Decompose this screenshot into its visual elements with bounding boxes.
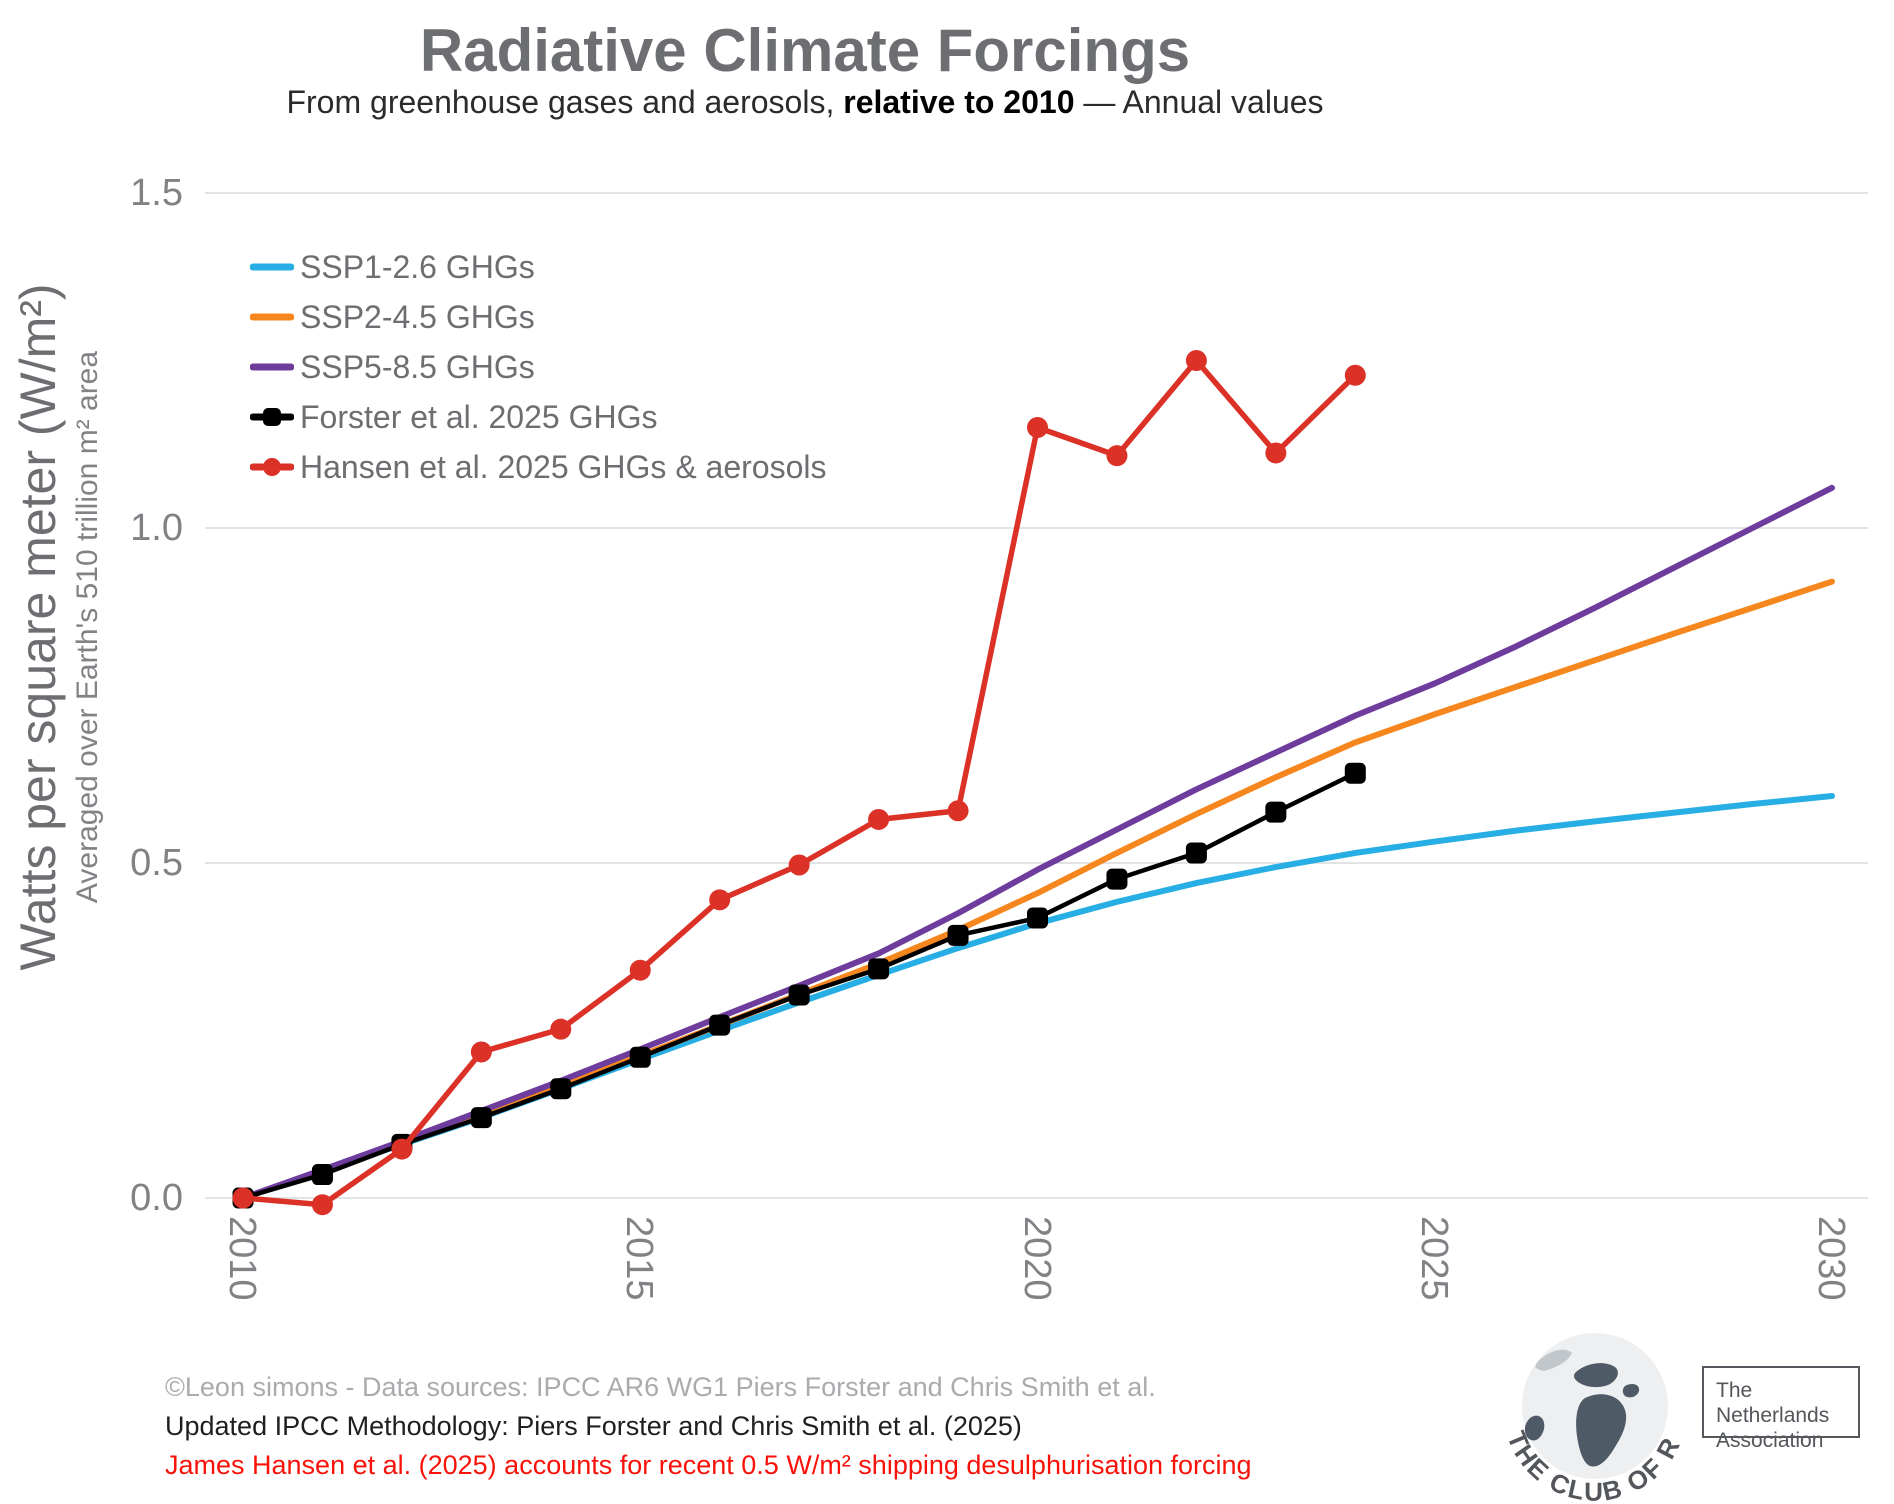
data-point-forster-et-al-2025-ghgs <box>550 1078 572 1100</box>
series-line-ssp1-2-6-ghgs <box>240 793 1835 1201</box>
data-point-forster-et-al-2025-ghgs <box>868 958 890 980</box>
data-point-forster-et-al-2025-ghgs <box>947 924 969 946</box>
page-title: Radiative Climate Forcings <box>419 17 1191 84</box>
y-axis-label: Watts per square meter (W/m²) <box>10 283 66 971</box>
page-subtitle: From greenhouse gases and aerosols, rela… <box>0 84 1610 121</box>
data-point-hansen-et-al-2025-ghgs-aerosols <box>470 1041 492 1063</box>
legend-swatch-ssp2-4-5-ghgs <box>250 313 294 321</box>
legend-item-ssp5-8-5-ghgs: SSP5-8.5 GHGs <box>250 342 827 392</box>
legend-label-ssp5-8-5-ghgs: SSP5-8.5 GHGs <box>300 348 535 385</box>
data-point-hansen-et-al-2025-ghgs-aerosols <box>868 808 890 830</box>
data-point-hansen-et-al-2025-ghgs-aerosols <box>391 1138 413 1160</box>
legend-item-ssp2-4-5-ghgs: SSP2-4.5 GHGs <box>250 292 827 342</box>
data-point-hansen-et-al-2025-ghgs-aerosols <box>629 959 651 981</box>
legend-label-ssp2-4-5-ghgs: SSP2-4.5 GHGs <box>300 298 535 335</box>
legend-swatch-ssp5-8-5-ghgs <box>250 363 294 371</box>
series-line-ssp2-4-5-ghgs <box>240 578 1835 1201</box>
data-point-hansen-et-al-2025-ghgs-aerosols <box>1185 350 1207 371</box>
x-tick-label: 2015 <box>618 1216 661 1301</box>
legend-label-hansen-et-al-2025-ghgs-aerosols: Hansen et al. 2025 GHGs & aerosols <box>300 448 827 485</box>
data-point-hansen-et-al-2025-ghgs-aerosols <box>1027 417 1048 438</box>
data-point-forster-et-al-2025-ghgs <box>709 1014 731 1036</box>
x-tick-label: 2010 <box>221 1216 263 1301</box>
series-line-ssp5-8-5-ghgs <box>240 484 1835 1201</box>
y-tick-label: 0.5 <box>130 842 183 884</box>
legend-item-forster-et-al-2025-ghgs: Forster et al. 2025 GHGs <box>250 392 827 442</box>
y-tick-label: 1.0 <box>130 507 183 549</box>
y-tick-label: 1.5 <box>130 172 183 214</box>
series-markers-hansen-et-al-2025-ghgs-aerosols <box>232 350 1366 1216</box>
netherlands-association-line2: Association <box>1716 1429 1824 1452</box>
subtitle-suffix: — Annual values <box>1074 84 1324 120</box>
x-tick-label: 2025 <box>1412 1216 1455 1301</box>
data-point-hansen-et-al-2025-ghgs-aerosols <box>947 800 969 822</box>
data-point-forster-et-al-2025-ghgs <box>1027 907 1048 929</box>
legend-swatch-forster-et-al-2025-ghgs <box>250 408 294 426</box>
data-point-hansen-et-al-2025-ghgs-aerosols <box>550 1018 572 1040</box>
data-point-hansen-et-al-2025-ghgs-aerosols <box>1265 442 1287 464</box>
data-point-hansen-et-al-2025-ghgs-aerosols <box>709 889 731 911</box>
club-of-rome-logo: THE CLUB OF ROME <box>1492 1326 1685 1504</box>
data-point-hansen-et-al-2025-ghgs-aerosols <box>1106 445 1128 467</box>
legend-item-ssp1-2-6-ghgs: SSP1-2.6 GHGs <box>250 242 827 292</box>
legend: SSP1-2.6 GHGs SSP2-4.5 GHGs SSP5-8.5 GHGs F… <box>250 242 827 492</box>
netherlands-association-box: The Netherlands Association <box>1702 1366 1860 1452</box>
y-axis-sublabel: Averaged over Earth's 510 trillion m² ar… <box>71 350 104 904</box>
data-point-forster-et-al-2025-ghgs <box>470 1107 492 1129</box>
data-point-forster-et-al-2025-ghgs <box>1344 762 1366 784</box>
legend-swatch-hansen-et-al-2025-ghgs-aerosols <box>250 458 294 476</box>
subtitle-prefix: From greenhouse gases and aerosols, <box>286 84 844 120</box>
data-point-forster-et-al-2025-ghgs <box>1265 801 1287 823</box>
data-point-forster-et-al-2025-ghgs <box>1185 842 1207 864</box>
x-tick-label: 2030 <box>1810 1216 1852 1301</box>
source-note-hansen: James Hansen et al. (2025) accounts for … <box>165 1450 1252 1480</box>
y-tick-label: 0.0 <box>130 1177 183 1219</box>
data-point-hansen-et-al-2025-ghgs-aerosols <box>1344 364 1366 386</box>
netherlands-association-line1: The Netherlands <box>1716 1379 1830 1427</box>
data-point-forster-et-al-2025-ghgs <box>629 1046 651 1068</box>
source-note-methodology: Updated IPCC Methodology: Piers Forster … <box>165 1411 1022 1441</box>
legend-item-hansen-et-al-2025-ghgs-aerosols: Hansen et al. 2025 GHGs & aerosols <box>250 442 827 492</box>
x-tick-label: 2020 <box>1015 1216 1058 1301</box>
subtitle-bold: relative to 2010 <box>843 84 1075 120</box>
data-point-hansen-et-al-2025-ghgs-aerosols <box>311 1194 333 1216</box>
data-point-forster-et-al-2025-ghgs <box>1106 868 1128 890</box>
source-note-copyright: ©Leon simons - Data sources: IPCC AR6 WG… <box>165 1372 1156 1402</box>
data-point-hansen-et-al-2025-ghgs-aerosols <box>232 1187 254 1209</box>
legend-swatch-ssp1-2-6-ghgs <box>250 263 294 271</box>
data-point-hansen-et-al-2025-ghgs-aerosols <box>788 854 810 876</box>
data-point-forster-et-al-2025-ghgs <box>788 984 810 1006</box>
legend-label-ssp1-2-6-ghgs: SSP1-2.6 GHGs <box>300 248 535 285</box>
source-notes: ©Leon simons - Data sources: IPCC AR6 WG… <box>165 1368 1252 1485</box>
data-point-forster-et-al-2025-ghgs <box>311 1164 333 1186</box>
legend-label-forster-et-al-2025-ghgs: Forster et al. 2025 GHGs <box>300 398 658 435</box>
